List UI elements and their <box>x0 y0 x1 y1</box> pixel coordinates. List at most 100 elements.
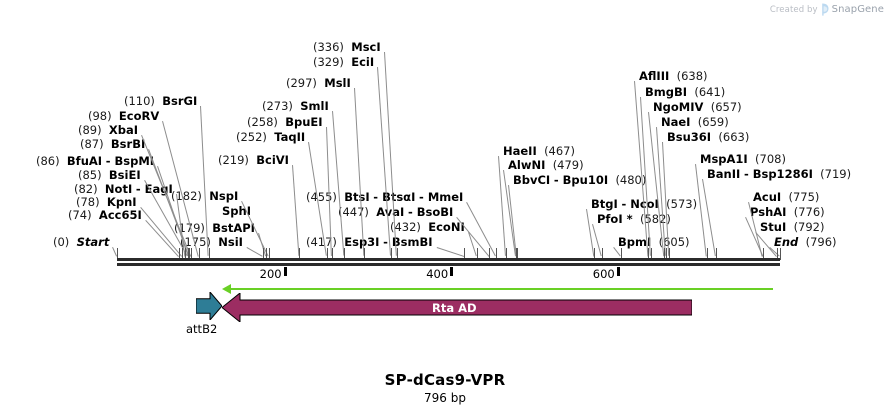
enzyme-name: BsrGI <box>162 94 198 108</box>
enzyme-label[interactable]: HaeII (467) <box>503 145 575 157</box>
enzyme-position: (273) <box>262 99 293 113</box>
enzyme-label[interactable]: MspA1I (708) <box>700 153 786 165</box>
enzyme-name: BsoBI <box>416 205 454 219</box>
enzyme-label[interactable]: End (796) <box>774 236 837 248</box>
enzyme-position: (657) <box>710 100 742 114</box>
enzyme-label[interactable]: (455) BtsI - BtsαI - MmeI <box>306 191 463 203</box>
cut-site-tick <box>185 248 186 260</box>
cut-site-tick <box>464 248 465 260</box>
enzyme-name-separator: - <box>373 190 383 204</box>
enzyme-label[interactable]: (110) BsrGI <box>124 95 197 107</box>
enzyme-name: NotI <box>104 182 133 196</box>
cut-site-tick <box>777 248 778 260</box>
enzyme-name: MmeI <box>427 190 464 204</box>
enzyme-name: BfuAI <box>66 154 103 168</box>
enzyme-label[interactable]: NgoMIV (657) <box>653 101 742 113</box>
enzyme-position: (98) <box>88 109 112 123</box>
enzyme-label[interactable]: BanII - Bsp1286I (719) <box>707 168 851 180</box>
enzyme-label[interactable]: AlwNI (479) <box>508 159 584 171</box>
sequence-length-label: 796 bp <box>424 391 466 405</box>
cut-site-tick <box>602 248 603 260</box>
enzyme-label[interactable]: (85) BsiEI <box>78 169 141 181</box>
cut-site-tick <box>209 248 210 260</box>
transcript-arrow-line[interactable] <box>231 288 773 290</box>
enzyme-name: End <box>774 235 799 249</box>
enzyme-name-separator: - <box>407 205 417 219</box>
enzyme-label[interactable]: AcuI (775) <box>753 191 819 203</box>
enzyme-label[interactable]: (258) BpuEI <box>247 116 323 128</box>
enzyme-name: BtsαI <box>382 190 416 204</box>
enzyme-label[interactable]: (219) BciVI <box>218 154 289 166</box>
enzyme-label[interactable]: BtgI - NcoI (573) <box>591 198 697 210</box>
enzyme-label[interactable]: (78) KpnI <box>76 196 137 208</box>
enzyme-label[interactable]: BbvCI - Bpu10I (480) <box>513 174 646 186</box>
enzyme-label[interactable]: (252) TaqII <box>236 131 305 143</box>
enzyme-label[interactable]: BmgBI (641) <box>645 86 725 98</box>
enzyme-label[interactable]: (336) MscI <box>313 41 381 53</box>
enzyme-name: MspA1I <box>700 152 748 166</box>
enzyme-position: (258) <box>247 115 278 129</box>
cut-site-tick <box>117 248 118 260</box>
enzyme-position: (110) <box>124 94 155 108</box>
cut-site-tick <box>397 248 398 260</box>
enzyme-label[interactable]: (432) EcoNI <box>390 221 465 233</box>
enzyme-label[interactable]: (447) AvaI - BsoBI <box>338 206 453 218</box>
enzyme-position: (417) <box>306 235 337 249</box>
enzyme-name: BtsI <box>344 190 370 204</box>
enzyme-label[interactable]: (0) Start <box>53 236 109 248</box>
enzyme-name: NaeI <box>661 115 691 129</box>
enzyme-name: Bsu36I <box>667 130 712 144</box>
cut-site-tick <box>594 248 595 260</box>
cut-site-tick <box>191 248 192 260</box>
enzyme-label[interactable]: (297) MslI <box>286 77 351 89</box>
enzyme-name: AvaI <box>376 205 405 219</box>
enzyme-label[interactable]: (87) BsrBI <box>80 138 145 150</box>
enzyme-label[interactable]: StuI (792) <box>760 221 825 233</box>
enzyme-label[interactable]: Bsu36I (663) <box>667 131 749 143</box>
enzyme-name-separator: - <box>419 190 428 204</box>
enzyme-name-separator: - <box>553 173 563 187</box>
enzyme-name: Start <box>76 235 110 249</box>
enzyme-name: BciVI <box>256 153 289 167</box>
enzyme-name: Acc65I <box>98 208 142 222</box>
enzyme-label[interactable]: (182) NspI <box>171 190 238 202</box>
enzyme-position: (89) <box>78 123 102 137</box>
enzyme-label[interactable]: (89) XbaI <box>78 124 138 136</box>
cut-site-tick <box>332 248 333 260</box>
enzyme-label[interactable]: (329) EciI <box>313 56 374 68</box>
ruler-tick <box>284 267 287 276</box>
cut-site-tick <box>266 248 267 260</box>
enzyme-name: MscI <box>351 40 381 54</box>
enzyme-label[interactable]: (86) BfuAI - BspMI <box>36 155 154 167</box>
enzyme-label[interactable]: (273) SmlI <box>262 100 329 112</box>
enzyme-label[interactable]: AflIII (638) <box>639 70 708 82</box>
ruler-tick <box>617 267 620 276</box>
feature-attb2[interactable] <box>196 292 222 320</box>
enzyme-name-separator: - <box>135 182 145 196</box>
cut-site-tick <box>182 248 183 260</box>
enzyme-label[interactable]: PshAI (776) <box>750 206 825 218</box>
enzyme-name: BstAPI <box>212 221 255 235</box>
enzyme-position: (85) <box>78 168 102 182</box>
enzyme-position: (432) <box>390 220 421 234</box>
cut-site-tick <box>621 248 622 260</box>
enzyme-label[interactable]: (98) EcoRV <box>88 110 159 122</box>
watermark-brand: SnapGene <box>831 4 884 15</box>
cut-site-tick <box>517 248 518 260</box>
enzyme-position: (0) <box>53 235 70 249</box>
enzyme-name: BbvCI <box>513 173 551 187</box>
feature-rta-ad[interactable] <box>222 293 692 322</box>
backbone-strand-bottom <box>117 263 780 266</box>
cut-site-tick <box>664 248 665 260</box>
enzyme-name: EciI <box>351 55 375 69</box>
cut-site-tick <box>716 248 717 260</box>
enzyme-label[interactable]: NaeI (659) <box>661 116 729 128</box>
enzyme-name-separator: - <box>105 154 115 168</box>
enzyme-position: (175) <box>180 235 211 249</box>
enzyme-label[interactable]: (175) NsiI <box>180 236 243 248</box>
enzyme-name: BspMI <box>114 154 155 168</box>
enzyme-label[interactable]: (74) Acc65I <box>68 209 142 221</box>
enzyme-name: BanII <box>707 167 741 181</box>
